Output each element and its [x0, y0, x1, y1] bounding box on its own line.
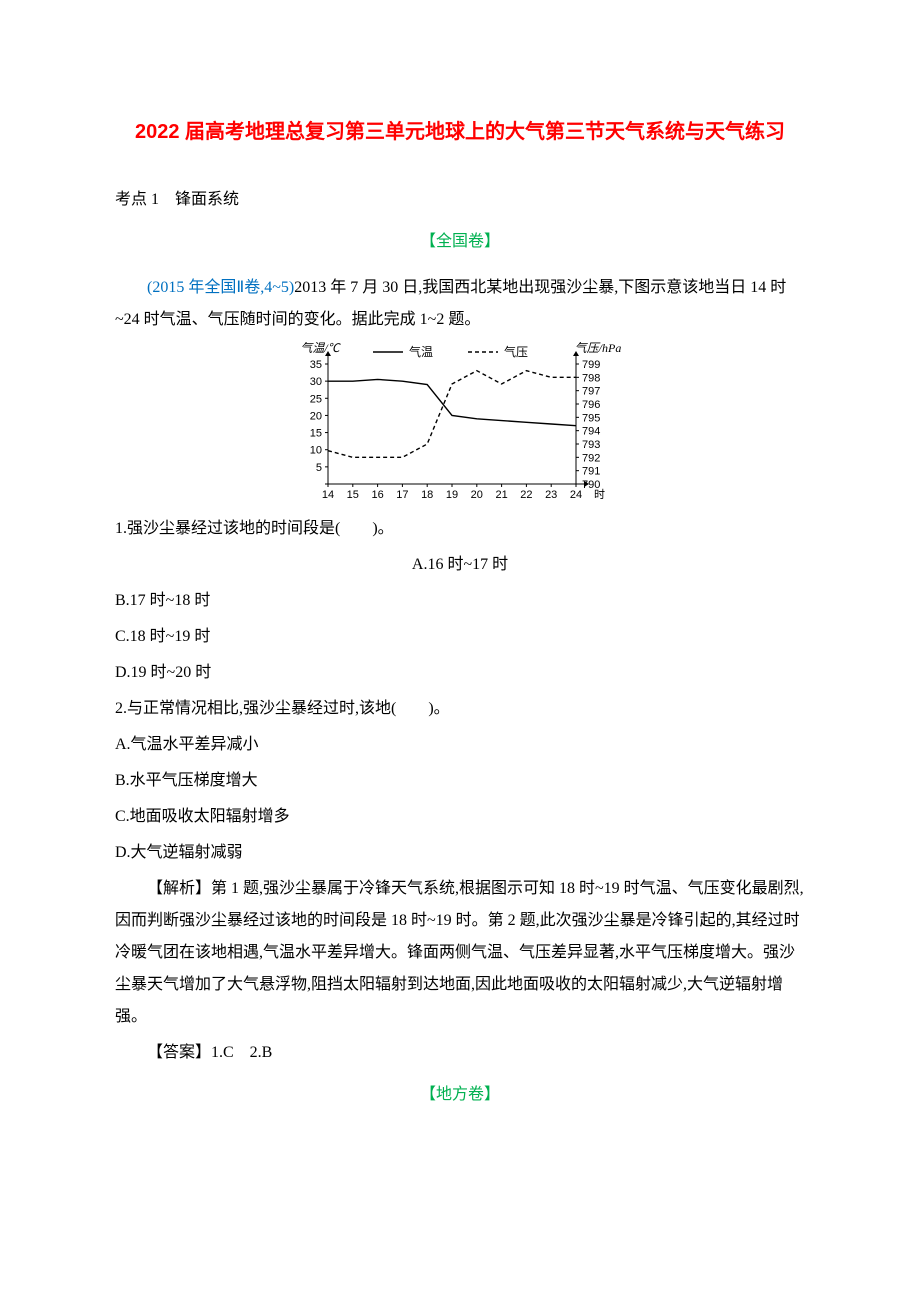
svg-text:18: 18	[421, 489, 433, 501]
svg-text:17: 17	[396, 489, 408, 501]
answer: 【答案】1.C 2.B	[115, 1037, 805, 1069]
svg-text:35: 35	[310, 359, 322, 371]
svg-text:15: 15	[310, 428, 322, 440]
svg-text:796: 796	[582, 399, 600, 411]
svg-text:19: 19	[446, 489, 458, 501]
temp-pressure-chart: 5101520253035790791792793794795796797798…	[280, 342, 640, 507]
q1-option-b: B.17 时~18 时	[115, 585, 805, 617]
q2-option-d: D.大气逆辐射减弱	[115, 837, 805, 869]
svg-text:792: 792	[582, 452, 600, 464]
explanation: 【解析】第 1 题,强沙尘暴属于冷锋天气系统,根据图示可知 18 时~19 时气…	[115, 873, 805, 1033]
svg-text:798: 798	[582, 372, 600, 384]
svg-text:793: 793	[582, 439, 600, 451]
q1-option-c: C.18 时~19 时	[115, 621, 805, 653]
svg-text:15: 15	[347, 489, 359, 501]
svg-text:797: 797	[582, 386, 600, 398]
svg-text:21: 21	[495, 489, 507, 501]
svg-text:10: 10	[310, 445, 322, 457]
svg-text:795: 795	[582, 412, 600, 424]
kaodian-heading: 考点 1 锋面系统	[115, 184, 805, 216]
q1-option-a: A.16 时~17 时	[115, 549, 805, 581]
question-1: 1.强沙尘暴经过该地的时间段是( )。	[115, 513, 805, 545]
source-tag: (2015 年全国Ⅱ卷,4~5)	[147, 279, 294, 296]
svg-text:气温/℃: 气温/℃	[300, 342, 341, 355]
svg-text:气压/hPa: 气压/hPa	[575, 342, 622, 355]
svg-text:794: 794	[582, 426, 600, 438]
national-section-label: 【全国卷】	[115, 226, 805, 258]
q2-option-b: B.水平气压梯度增大	[115, 765, 805, 797]
svg-text:791: 791	[582, 466, 600, 478]
svg-text:时: 时	[594, 488, 605, 501]
svg-text:25: 25	[310, 393, 322, 405]
svg-text:气温: 气温	[409, 344, 433, 359]
page-title: 2022 届高考地理总复习第三单元地球上的大气第三节天气系统与天气练习	[115, 110, 805, 154]
svg-text:16: 16	[371, 489, 383, 501]
q1-option-d: D.19 时~20 时	[115, 657, 805, 689]
svg-text:14: 14	[322, 489, 334, 501]
svg-text:799: 799	[582, 359, 600, 371]
svg-text:5: 5	[316, 462, 322, 474]
svg-text:20: 20	[471, 489, 483, 501]
question-2: 2.与正常情况相比,强沙尘暴经过时,该地( )。	[115, 693, 805, 725]
q2-option-a: A.气温水平差异减小	[115, 729, 805, 761]
local-section-label: 【地方卷】	[115, 1079, 805, 1111]
svg-text:24: 24	[570, 489, 582, 501]
svg-text:22: 22	[520, 489, 532, 501]
chart-container: 5101520253035790791792793794795796797798…	[115, 342, 805, 507]
q2-option-c: C.地面吸收太阳辐射增多	[115, 801, 805, 833]
question-intro: (2015 年全国Ⅱ卷,4~5)2013 年 7 月 30 日,我国西北某地出现…	[115, 272, 805, 336]
svg-text:23: 23	[545, 489, 557, 501]
svg-text:气压: 气压	[504, 344, 528, 359]
svg-text:20: 20	[310, 410, 322, 422]
svg-text:30: 30	[310, 376, 322, 388]
